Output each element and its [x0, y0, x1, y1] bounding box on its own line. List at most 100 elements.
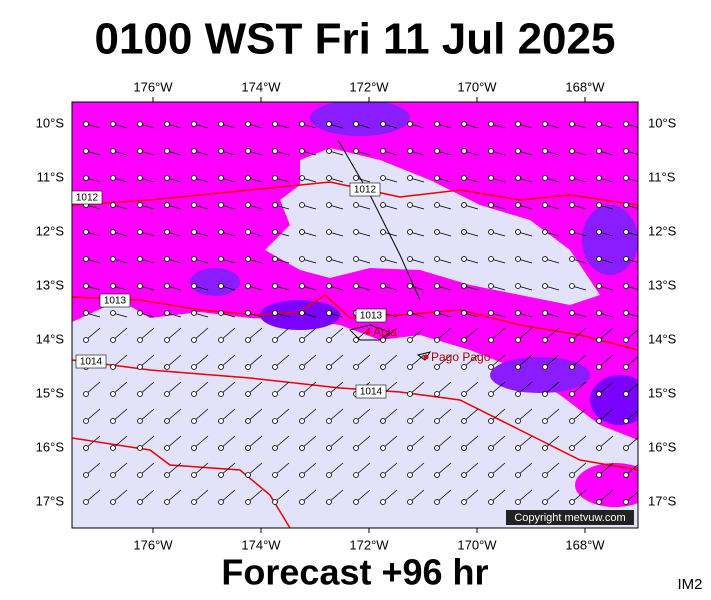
barb-station [299, 499, 305, 505]
barb-staff [382, 354, 398, 368]
barb-station [110, 121, 116, 127]
barb-staff [112, 327, 128, 341]
barb-station [299, 310, 305, 316]
barb-station [326, 202, 332, 208]
barb-station [461, 364, 467, 370]
barb-station [272, 229, 278, 235]
barb-station [596, 229, 602, 235]
barb-station [110, 310, 116, 316]
barb-station [110, 445, 116, 451]
barb-staff [463, 435, 479, 449]
barb-station [326, 121, 332, 127]
barb-staff [112, 354, 128, 368]
barb-station [137, 337, 143, 343]
barb-station [461, 175, 467, 181]
barb-station [299, 364, 305, 370]
barb-station [299, 418, 305, 424]
barb-staff [409, 435, 425, 449]
barb-station [488, 364, 494, 370]
barb-station [326, 310, 332, 316]
barb-station [596, 445, 602, 451]
barb-station [137, 499, 143, 505]
isobar-label: 1013 [360, 311, 383, 322]
barb-station [515, 310, 521, 316]
barb-station [218, 445, 224, 451]
barb-station [515, 418, 521, 424]
barb-staff [139, 462, 155, 476]
barb-station [218, 283, 224, 289]
barb-station [353, 364, 359, 370]
barb-staff [409, 381, 425, 395]
barb-station [137, 175, 143, 181]
barb-staff [166, 381, 182, 395]
barb-station [434, 229, 440, 235]
barb-station [515, 337, 521, 343]
barb-station [569, 148, 575, 154]
copyright: Copyright metvuw.com [514, 512, 625, 524]
barb-station [137, 283, 143, 289]
barb-station [542, 121, 548, 127]
barb-staff [598, 489, 614, 503]
barb-station [272, 175, 278, 181]
barb-staff [463, 462, 479, 476]
barb-staff [301, 354, 317, 368]
barb-staff [247, 408, 263, 422]
barb-staff [247, 435, 263, 449]
barb-station [461, 310, 467, 316]
barb-staff [112, 489, 128, 503]
barb-station [434, 445, 440, 451]
barb-station [218, 175, 224, 181]
barb-staff [571, 354, 587, 368]
barb-station [137, 418, 143, 424]
barb-station [164, 499, 170, 505]
barb-station [353, 175, 359, 181]
barb-staff [139, 435, 155, 449]
barb-staff [355, 354, 371, 368]
barb-station [353, 472, 359, 478]
barb-station [515, 256, 521, 262]
barb-staff [598, 462, 614, 476]
barb-station [326, 148, 332, 154]
barb-staff [328, 354, 344, 368]
barb-station [164, 364, 170, 370]
barb-station [623, 337, 629, 343]
barb-staff [328, 381, 344, 395]
lat-label: 12°S [648, 223, 677, 238]
barb-station [542, 175, 548, 181]
barb-station [542, 418, 548, 424]
barb-station [407, 472, 413, 478]
barb-station [83, 445, 89, 451]
barb-station [380, 283, 386, 289]
barb-station [596, 472, 602, 478]
barb-station [407, 364, 413, 370]
barb-station [245, 445, 251, 451]
barb-station [380, 121, 386, 127]
barb-staff [517, 354, 533, 368]
isobar-label-box [349, 182, 381, 197]
barb-station [488, 310, 494, 316]
barb-station [83, 418, 89, 424]
barb-station [164, 391, 170, 397]
barb-staff [193, 354, 209, 368]
barb-staff [274, 381, 290, 395]
barb-station [110, 256, 116, 262]
barb-station [110, 499, 116, 505]
barb-staff [274, 408, 290, 422]
barb-station [353, 445, 359, 451]
barb-station [461, 418, 467, 424]
barb-staff [382, 462, 398, 476]
barb-station [272, 121, 278, 127]
barb-station [191, 472, 197, 478]
barb-staff [301, 327, 317, 341]
barb-station [407, 445, 413, 451]
lat-label: 17°S [648, 493, 677, 508]
barb-staff [409, 489, 425, 503]
barb-station [434, 391, 440, 397]
barb-staff [193, 381, 209, 395]
barb-station [407, 229, 413, 235]
barb-staff [247, 462, 263, 476]
barb-station [191, 310, 197, 316]
barb-station [110, 337, 116, 343]
barb-station [353, 202, 359, 208]
graticule-labels: 176°W 176°W 174°W 174°W 172°W 172°W 170°W 170°W… [36, 79, 677, 552]
